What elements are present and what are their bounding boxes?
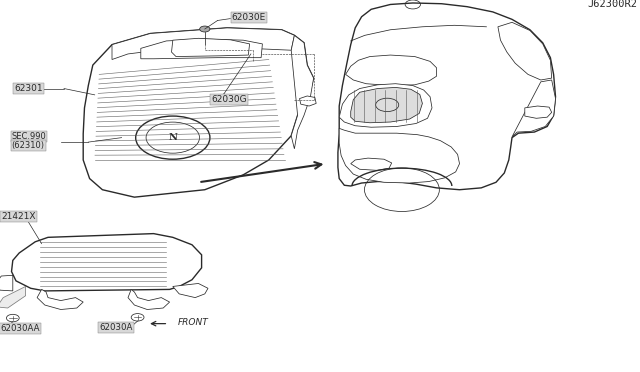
Text: N: N [168, 133, 177, 142]
Text: 62030AA: 62030AA [0, 324, 40, 333]
Polygon shape [300, 96, 316, 106]
Polygon shape [128, 289, 170, 310]
Polygon shape [351, 87, 422, 123]
Polygon shape [498, 22, 552, 80]
Polygon shape [37, 289, 83, 310]
Circle shape [200, 26, 210, 32]
Text: 62301: 62301 [14, 84, 43, 93]
Text: 62030G: 62030G [211, 95, 247, 104]
Polygon shape [291, 35, 314, 149]
Circle shape [136, 116, 210, 159]
Polygon shape [339, 128, 460, 183]
Polygon shape [525, 106, 552, 118]
Polygon shape [346, 55, 436, 86]
Polygon shape [141, 39, 262, 59]
Circle shape [6, 314, 19, 322]
Polygon shape [512, 80, 556, 137]
Text: SEC.990: SEC.990 [12, 132, 46, 141]
Text: 62030A: 62030A [99, 323, 132, 332]
Polygon shape [173, 283, 208, 298]
Polygon shape [112, 28, 294, 60]
Text: J62300R2: J62300R2 [588, 0, 637, 9]
Polygon shape [351, 158, 392, 170]
Polygon shape [83, 28, 314, 197]
Polygon shape [0, 286, 26, 308]
Polygon shape [0, 275, 13, 291]
Text: 21421X: 21421X [1, 212, 36, 221]
Text: (62310): (62310) [12, 141, 45, 150]
Polygon shape [12, 234, 202, 291]
Polygon shape [338, 3, 556, 190]
Polygon shape [339, 84, 432, 127]
Polygon shape [172, 38, 250, 57]
Text: FRONT: FRONT [178, 318, 209, 327]
Text: 62030E: 62030E [232, 13, 266, 22]
Circle shape [131, 314, 144, 321]
